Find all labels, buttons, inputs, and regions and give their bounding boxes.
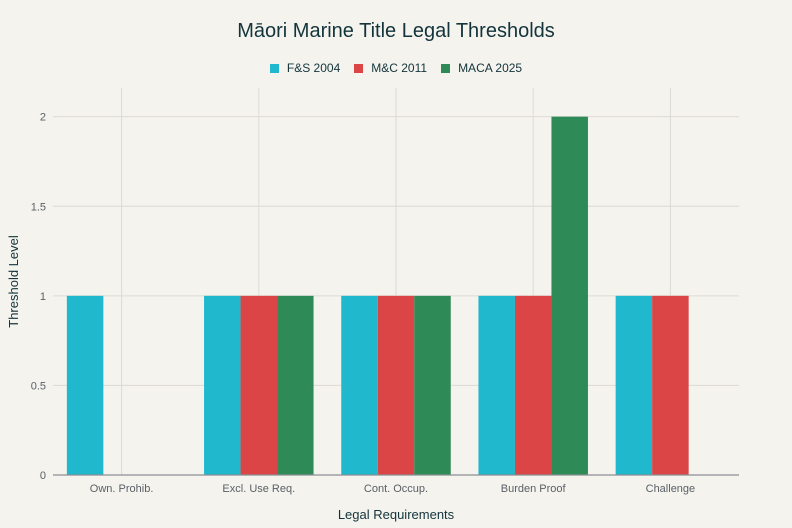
legend-label: MACA 2025 bbox=[458, 61, 523, 75]
x-axis-label: Legal Requirements bbox=[338, 507, 455, 522]
x-tick-label: Cont. Occup. bbox=[364, 483, 428, 495]
legend-swatch bbox=[269, 63, 279, 73]
y-tick-label: 1.5 bbox=[31, 201, 46, 213]
bar-m-c-2011 bbox=[652, 295, 689, 475]
legend-label: F&S 2004 bbox=[286, 61, 341, 75]
x-tick-label: Own. Prohib. bbox=[90, 483, 154, 495]
x-tick-label: Challenge bbox=[646, 483, 696, 495]
bar-maca-2025 bbox=[414, 295, 451, 475]
bar-f-s-2004 bbox=[204, 295, 241, 475]
bar-f-s-2004 bbox=[66, 295, 104, 475]
y-tick-label: 0.5 bbox=[31, 380, 46, 392]
bar-f-s-2004 bbox=[478, 295, 515, 475]
bar-m-c-2011 bbox=[377, 295, 415, 475]
x-tick-label: Burden Proof bbox=[501, 483, 567, 495]
bar-f-s-2004 bbox=[341, 295, 378, 475]
bar-f-s-2004 bbox=[615, 295, 653, 475]
legend-swatch bbox=[441, 63, 451, 73]
bar-m-c-2011 bbox=[240, 295, 278, 475]
y-tick-label: 2 bbox=[40, 112, 46, 124]
legend-label: M&C 2011 bbox=[371, 61, 428, 75]
bar-maca-2025 bbox=[277, 295, 314, 475]
y-axis-label: Threshold Level bbox=[6, 235, 21, 328]
bar-m-c-2011 bbox=[514, 295, 552, 475]
legend-item[interactable]: F&S 2004 bbox=[269, 61, 341, 75]
legend: F&S 2004 M&C 2011 MACA 2025 bbox=[0, 61, 792, 75]
legend-item[interactable]: M&C 2011 bbox=[354, 61, 427, 75]
chart-title: Māori Marine Title Legal Thresholds bbox=[237, 20, 555, 42]
x-tick-label: Excl. Use Req. bbox=[222, 483, 295, 495]
legend-swatch bbox=[354, 63, 364, 73]
y-tick-label: 1 bbox=[40, 291, 46, 303]
legend-item[interactable]: MACA 2025 bbox=[441, 61, 522, 75]
y-tick-label: 0 bbox=[40, 470, 46, 482]
bar-maca-2025 bbox=[551, 116, 588, 476]
